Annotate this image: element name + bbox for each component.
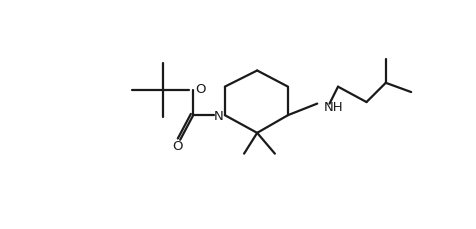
Text: NH: NH [323, 101, 342, 114]
Text: N: N [213, 109, 223, 122]
Text: O: O [195, 83, 205, 96]
Text: O: O [172, 140, 183, 153]
